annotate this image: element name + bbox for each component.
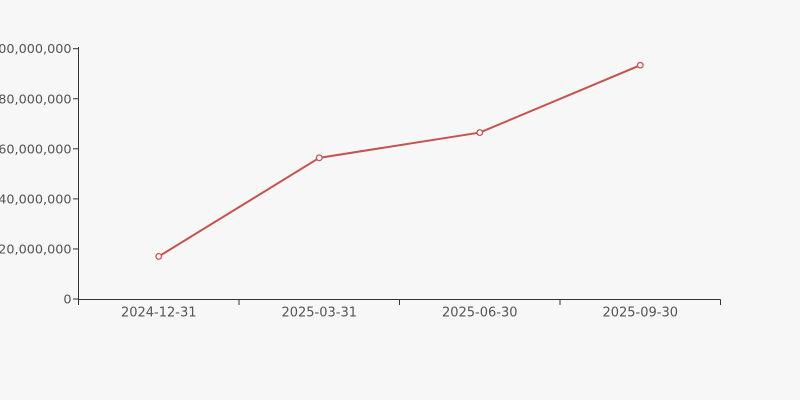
y-axis-tick-label: 40,000,000 [0, 192, 72, 207]
data-point-marker [155, 252, 163, 260]
x-axis-tick-label: 2025-06-30 [442, 306, 518, 321]
data-point-marker [476, 129, 484, 137]
y-axis-tick-label: 80,000,000 [0, 92, 72, 107]
series-line [157, 64, 642, 258]
data-point-marker [636, 61, 644, 69]
x-axis-tick-label: 2025-03-31 [281, 306, 357, 321]
y-axis-tick-label: 100,000,000 [0, 42, 72, 57]
x-axis-tick-label: 2024-12-31 [121, 306, 197, 321]
y-axis-tick-label: 20,000,000 [0, 242, 72, 257]
y-axis-tick-label: 60,000,000 [0, 142, 72, 157]
x-axis-tick-label: 2025-09-30 [602, 306, 678, 321]
y-axis-tick-label: 0 [63, 293, 71, 308]
data-point-marker [315, 154, 323, 162]
